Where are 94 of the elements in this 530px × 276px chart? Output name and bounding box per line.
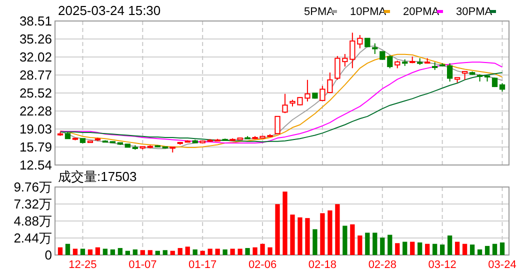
bar [155, 250, 160, 255]
legend-label: 5PMA [304, 6, 335, 18]
bar [350, 224, 355, 255]
bar [298, 217, 302, 255]
bar [252, 247, 258, 255]
bar [462, 244, 468, 255]
x-tick-label: 02-28 [368, 259, 396, 271]
bar [192, 249, 198, 255]
bar [440, 244, 445, 255]
candlestick [387, 54, 393, 69]
bar [170, 250, 175, 255]
bar [425, 244, 430, 255]
bar [118, 248, 122, 255]
legend-label: 30PMA [456, 6, 493, 18]
bar [410, 242, 415, 255]
bar [447, 235, 452, 255]
bar [162, 250, 168, 255]
legend-label: 10PMA [350, 6, 387, 18]
bar [402, 242, 408, 255]
y-tick-label: 22.28 [19, 104, 52, 119]
y-tick-label: 12.54 [19, 158, 52, 173]
y-tick-label: 2.44万 [14, 230, 52, 246]
bar [372, 232, 378, 255]
bar [342, 226, 348, 255]
y-tick-label: 4.88万 [14, 214, 52, 229]
bar [477, 249, 482, 255]
candlestick [372, 42, 378, 54]
bar [102, 248, 108, 255]
bar [290, 214, 295, 255]
x-tick-label: 01-17 [188, 259, 217, 271]
x-tick-label: 12-25 [68, 259, 97, 271]
candlestick [446, 62, 453, 82]
candlestick [274, 116, 280, 135]
bar [148, 250, 152, 255]
bar [80, 248, 86, 255]
y-tick-label: 7.32万 [14, 196, 52, 212]
bar [388, 234, 392, 255]
y-tick-label: 19.03 [19, 122, 52, 137]
legend-label: 20PMA [403, 6, 440, 18]
bar [335, 204, 340, 255]
bar [470, 244, 475, 255]
y-tick-label: 28.77 [19, 68, 52, 83]
bar [178, 248, 182, 255]
chart-title: 成交量:17503 [58, 169, 137, 184]
bar [268, 247, 272, 255]
bar [110, 249, 116, 255]
y-tick-label: 32.02 [19, 50, 52, 65]
bar [492, 244, 498, 255]
x-tick-label: 01-07 [128, 259, 157, 271]
bar [222, 249, 228, 255]
bar [282, 192, 288, 255]
bar [132, 249, 138, 255]
y-tick-label: 38.51 [19, 14, 52, 29]
y-tick-label: 9.76万 [14, 180, 52, 195]
bar [305, 218, 310, 255]
bar [140, 250, 145, 255]
bar [185, 246, 190, 255]
bar [230, 248, 235, 255]
bar [200, 250, 205, 255]
bar [484, 246, 490, 255]
y-tick-label: 35.26 [19, 32, 52, 47]
x-tick-label: 03-12 [428, 259, 456, 271]
y-tick-label: 25.52 [19, 86, 52, 101]
bar [88, 249, 93, 255]
x-tick-label: 03-24 [488, 259, 516, 271]
bar [328, 210, 332, 255]
x-tick-label: 02-06 [248, 259, 277, 271]
y-tick-label: 15.79 [19, 140, 52, 155]
bar [58, 247, 63, 255]
bar [312, 229, 318, 255]
bar [358, 235, 362, 255]
bar [380, 238, 385, 255]
bar [320, 213, 325, 255]
bar [260, 244, 265, 255]
bar [500, 242, 505, 255]
y-tick-label: 0 [44, 248, 52, 263]
candlestick [357, 34, 363, 49]
chart-title: 2025-03-24 15:30 [58, 3, 161, 18]
bar [238, 248, 242, 255]
bar [208, 248, 212, 255]
bar [365, 232, 370, 255]
bar [395, 243, 400, 255]
bar [418, 242, 422, 255]
bar [432, 244, 438, 255]
bar [245, 248, 250, 255]
candlestick [282, 93, 288, 114]
x-tick-label: 02-18 [308, 259, 337, 271]
bar [454, 242, 460, 255]
bar [95, 247, 100, 255]
bar [275, 204, 280, 255]
bar [72, 248, 78, 255]
bar [65, 244, 70, 255]
bar [125, 250, 130, 255]
bar [215, 248, 220, 255]
